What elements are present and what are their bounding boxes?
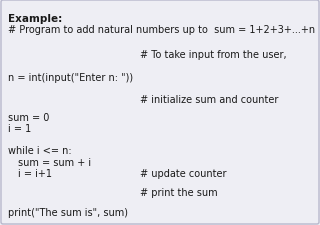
Text: Example:: Example: xyxy=(8,14,62,24)
Text: # initialize sum and counter: # initialize sum and counter xyxy=(140,94,278,105)
Text: # update counter: # update counter xyxy=(140,168,227,178)
Text: i = i+1: i = i+1 xyxy=(18,168,52,178)
Text: # print the sum: # print the sum xyxy=(140,187,218,197)
Text: sum = 0: sum = 0 xyxy=(8,112,49,122)
Text: while i <= n:: while i <= n: xyxy=(8,145,72,155)
Text: # To take input from the user,: # To take input from the user, xyxy=(140,50,287,60)
Text: print("The sum is", sum): print("The sum is", sum) xyxy=(8,207,128,217)
Text: i = 1: i = 1 xyxy=(8,124,31,133)
Text: n = int(input("Enter n: ")): n = int(input("Enter n: ")) xyxy=(8,73,133,83)
Text: sum = sum + i: sum = sum + i xyxy=(18,157,91,167)
Text: # Program to add natural numbers up to  sum = 1+2+3+...+n: # Program to add natural numbers up to s… xyxy=(8,25,315,35)
